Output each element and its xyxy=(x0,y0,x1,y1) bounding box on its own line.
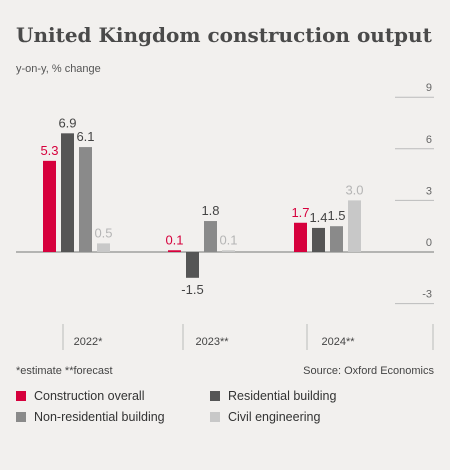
bar-value-label: 1.7 xyxy=(291,205,309,220)
y-tick-label: -3 xyxy=(422,289,432,301)
legend-label: Residential building xyxy=(228,389,336,403)
bar xyxy=(348,200,361,252)
chart-title: United Kingdom construction output xyxy=(16,23,433,47)
legend-swatch xyxy=(210,391,220,401)
legend-label: Civil engineering xyxy=(228,410,320,424)
axis-layer: 9 6 3 0 -3 2022* 2023** 2024** xyxy=(62,82,434,350)
legend-swatch xyxy=(16,412,26,422)
chart-subtitle: y-on-y, % change xyxy=(16,63,101,75)
legend-swatch xyxy=(210,412,220,422)
legend: Construction overall Residential building… xyxy=(16,389,336,424)
bar xyxy=(61,133,74,252)
legend-label: Construction overall xyxy=(34,389,144,403)
bar-value-label: 0.5 xyxy=(94,225,112,240)
bar-value-label: 1.4 xyxy=(309,210,327,225)
bar-value-label: 6.9 xyxy=(58,115,76,130)
bar xyxy=(43,160,56,252)
bar xyxy=(204,221,217,252)
bar xyxy=(294,222,307,252)
y-tick-label: 9 xyxy=(426,82,432,94)
bar-value-label: 1.8 xyxy=(201,203,219,218)
footnote-estimate-forecast: *estimate **forecast xyxy=(16,365,113,377)
bar-value-label: 5.3 xyxy=(40,143,58,158)
label-layer: 5.3 0.1 1.7 6.9 -1.5 1.4 6.1 1.8 1.5 0.5 0.1 3.0 xyxy=(40,115,363,296)
bar xyxy=(186,252,199,278)
bar xyxy=(168,250,181,252)
bar-value-label: 0.1 xyxy=(165,232,183,247)
bar-value-label: 0.1 xyxy=(219,232,237,247)
bar xyxy=(222,250,235,252)
bar xyxy=(97,243,110,252)
x-category-label: 2023** xyxy=(195,336,229,348)
y-tick-label: 6 xyxy=(426,134,432,146)
x-category-label: 2022* xyxy=(74,336,103,348)
bar-value-label: 6.1 xyxy=(76,129,94,144)
bar-layer xyxy=(43,133,361,278)
y-tick-label: 3 xyxy=(426,185,432,197)
bar xyxy=(330,226,343,252)
legend-label: Non-residential building xyxy=(34,410,165,424)
source-note: Source: Oxford Economics xyxy=(303,365,434,377)
legend-swatch xyxy=(16,391,26,401)
bar xyxy=(79,147,92,252)
bar xyxy=(312,227,325,252)
y-tick-label: 0 xyxy=(426,237,432,249)
x-category-label: 2024** xyxy=(321,336,355,348)
bar-value-label: 1.5 xyxy=(327,208,345,223)
bar-value-label: -1.5 xyxy=(181,282,203,297)
bar-value-label: 3.0 xyxy=(345,182,363,197)
